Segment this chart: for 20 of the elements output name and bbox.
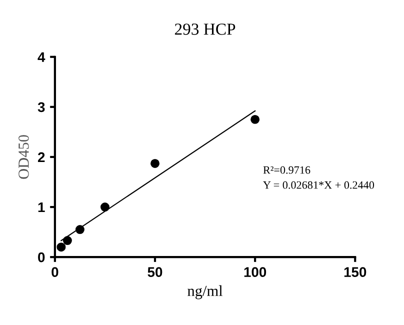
chart-title: 293 HCP: [174, 24, 236, 35]
y-tick-label: 0: [38, 252, 45, 262]
point: [75, 225, 84, 234]
point: [56, 242, 66, 252]
point: [100, 202, 110, 212]
x-axis-title: ng/ml: [188, 285, 223, 300]
x-tick-label: 0: [52, 267, 58, 277]
x-tick-label: 150: [344, 267, 366, 277]
point: [150, 158, 160, 168]
point: [62, 236, 72, 246]
y-tick-label: 1: [38, 202, 45, 212]
x-tick-label: 100: [244, 267, 266, 277]
y-tick-label: 4: [38, 52, 46, 62]
annotation: Y = 0.02681*X + 0.2440: [263, 181, 374, 189]
y-tick-label: 3: [38, 102, 45, 112]
annotation: R²=0.9716: [263, 166, 310, 174]
point: [250, 114, 260, 124]
x-tick-label: 50: [148, 267, 162, 277]
y-axis-title: OD450: [18, 135, 29, 179]
y-tick-label: 2: [38, 152, 45, 162]
